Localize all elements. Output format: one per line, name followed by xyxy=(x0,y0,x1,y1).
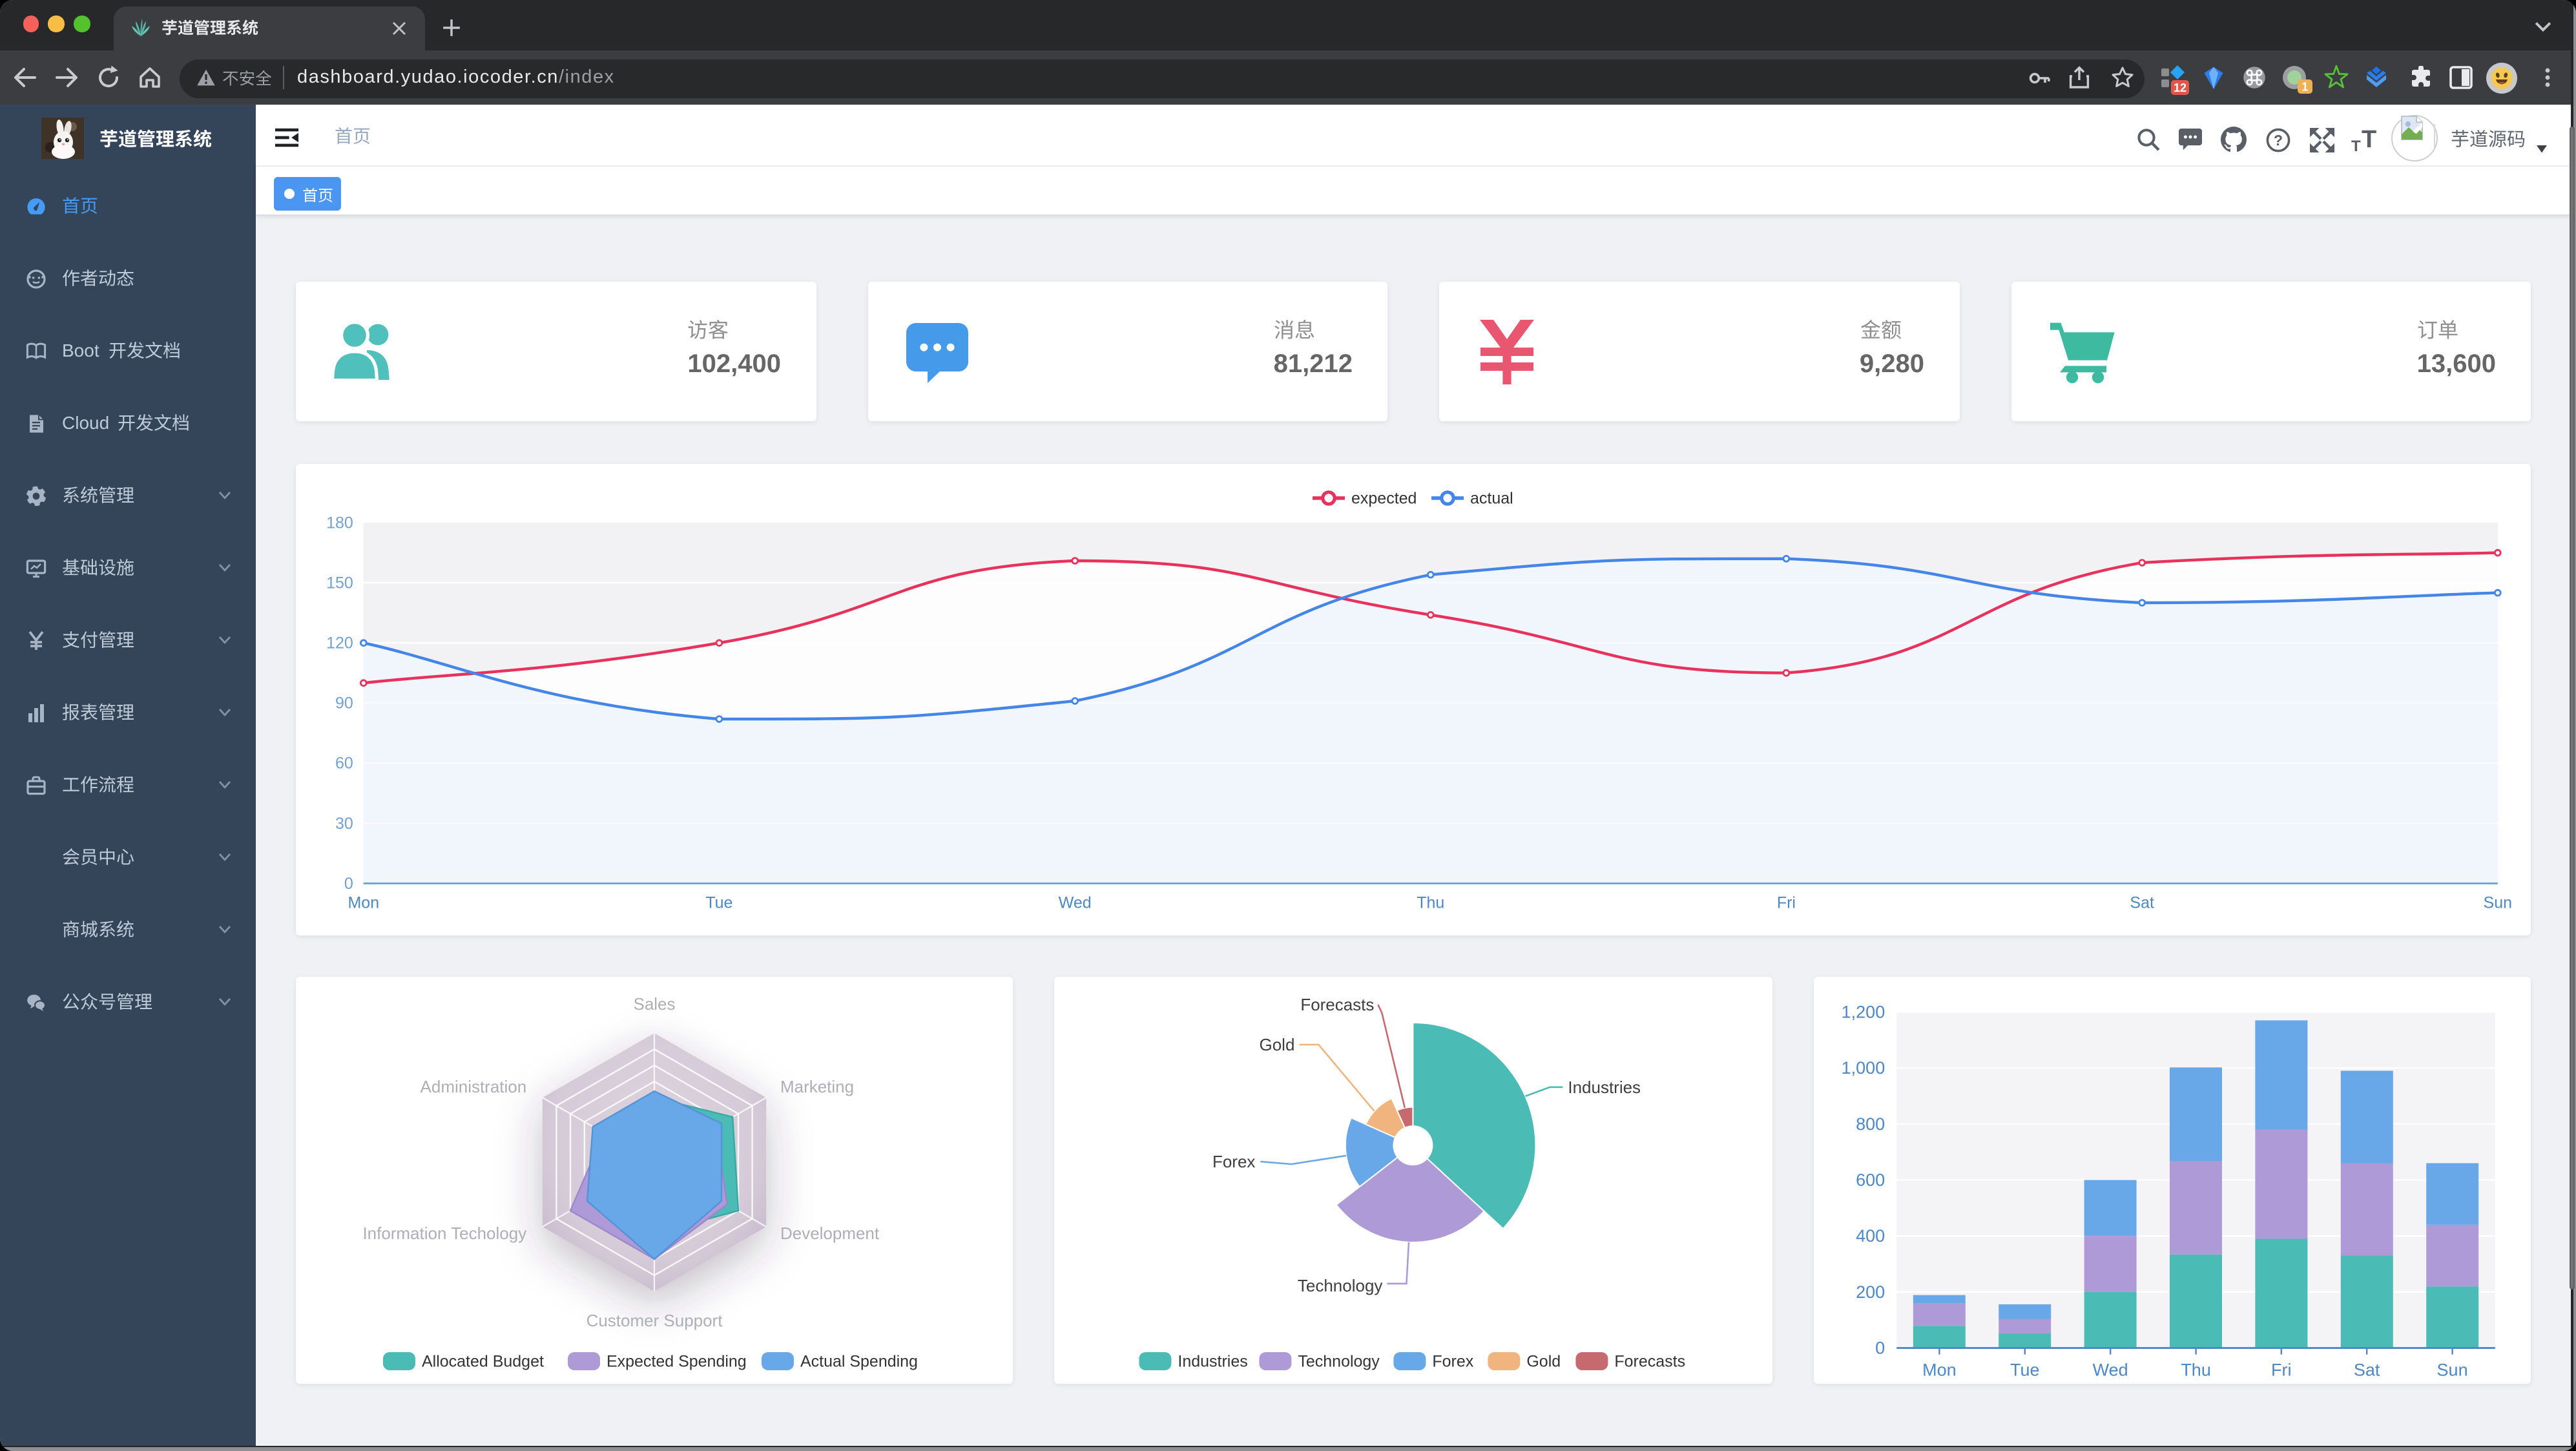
svg-text:Sat: Sat xyxy=(2353,1361,2380,1380)
svg-text:Wed: Wed xyxy=(2092,1361,2128,1380)
svg-text:Wed: Wed xyxy=(1059,893,1092,912)
svg-text:1,200: 1,200 xyxy=(1841,1002,1885,1021)
svg-text:Technology: Technology xyxy=(1298,1353,1380,1371)
svg-text:Industries: Industries xyxy=(1178,1353,1248,1371)
svg-text:Mon: Mon xyxy=(348,893,379,912)
svg-text:Customer Support: Customer Support xyxy=(587,1311,723,1330)
svg-text:Technology: Technology xyxy=(1298,1276,1383,1295)
svg-text:Actual Spending: Actual Spending xyxy=(800,1353,918,1371)
svg-text:expected: expected xyxy=(1351,490,1417,508)
svg-text:Sun: Sun xyxy=(2484,893,2512,912)
svg-text:Forex: Forex xyxy=(1433,1353,1474,1371)
svg-text:Information Techology: Information Techology xyxy=(362,1224,526,1243)
svg-text:400: 400 xyxy=(1855,1226,1884,1246)
svg-text:150: 150 xyxy=(326,574,353,592)
svg-text:?: ? xyxy=(2274,132,2283,149)
svg-text:Sun: Sun xyxy=(2436,1361,2467,1380)
svg-text:Allocated Budget: Allocated Budget xyxy=(422,1353,544,1371)
svg-text:actual: actual xyxy=(1470,490,1513,508)
svg-text:Industries: Industries xyxy=(1568,1078,1641,1097)
svg-text:Forex: Forex xyxy=(1213,1152,1256,1171)
svg-text:Fri: Fri xyxy=(2270,1361,2290,1380)
svg-text:30: 30 xyxy=(335,815,353,833)
svg-text:Forecasts: Forecasts xyxy=(1615,1353,1686,1371)
svg-text:Mon: Mon xyxy=(1922,1361,1956,1380)
svg-text:Forecasts: Forecasts xyxy=(1301,995,1375,1014)
svg-text:Gold: Gold xyxy=(1260,1035,1295,1054)
svg-text:90: 90 xyxy=(335,694,353,713)
svg-text:Fri: Fri xyxy=(1777,893,1796,912)
svg-text:180: 180 xyxy=(326,514,353,532)
svg-text:Expected Spending: Expected Spending xyxy=(607,1353,747,1371)
svg-text:Sales: Sales xyxy=(633,994,675,1014)
svg-text:1: 1 xyxy=(2301,80,2308,93)
svg-text:120: 120 xyxy=(326,634,353,652)
svg-text:Administration: Administration xyxy=(421,1077,527,1096)
svg-text:Sat: Sat xyxy=(2130,893,2154,912)
svg-text:12: 12 xyxy=(2174,81,2186,94)
svg-text:Tue: Tue xyxy=(705,893,732,912)
svg-text:Tue: Tue xyxy=(2010,1361,2039,1380)
svg-text:Thu: Thu xyxy=(2181,1361,2211,1380)
svg-text:Thu: Thu xyxy=(1417,893,1444,912)
svg-text:60: 60 xyxy=(335,755,353,773)
svg-text:800: 800 xyxy=(1855,1114,1884,1134)
svg-text:Gold: Gold xyxy=(1527,1353,1561,1371)
svg-text:0: 0 xyxy=(1875,1339,1884,1358)
svg-text:1,000: 1,000 xyxy=(1841,1058,1885,1078)
svg-text:600: 600 xyxy=(1855,1171,1884,1190)
svg-text:200: 200 xyxy=(1855,1282,1884,1302)
svg-text:Development: Development xyxy=(780,1224,880,1243)
svg-text:0: 0 xyxy=(344,875,353,893)
svg-text:Marketing: Marketing xyxy=(780,1077,854,1096)
